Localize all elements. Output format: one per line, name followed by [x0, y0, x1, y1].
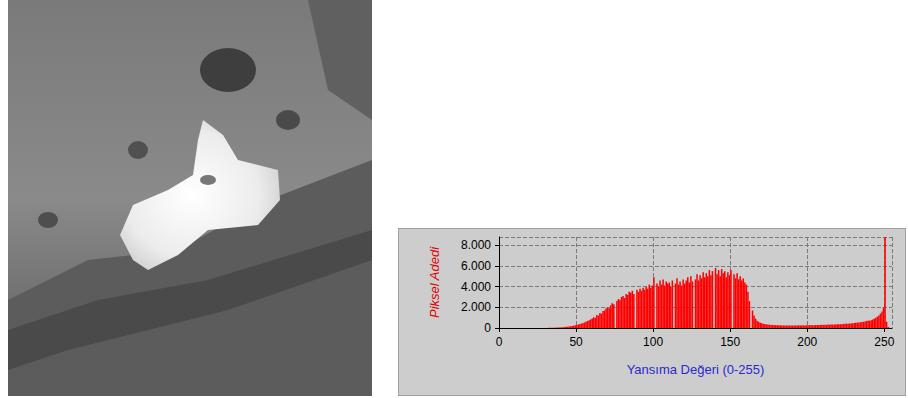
svg-text:8.000: 8.000 [461, 238, 491, 252]
svg-text:2.000: 2.000 [461, 300, 491, 314]
svg-text:Yansıma Değeri (0-255): Yansıma Değeri (0-255) [627, 362, 765, 377]
svg-text:Piksel Adedi: Piksel Adedi [427, 246, 442, 318]
svg-text:0: 0 [496, 335, 503, 349]
svg-text:6.000: 6.000 [461, 259, 491, 273]
svg-text:50: 50 [569, 335, 583, 349]
svg-text:0: 0 [484, 321, 491, 335]
svg-text:150: 150 [720, 335, 740, 349]
svg-text:250: 250 [874, 335, 894, 349]
svg-text:4.000: 4.000 [461, 280, 491, 294]
svg-text:200: 200 [797, 335, 817, 349]
svg-text:100: 100 [643, 335, 663, 349]
